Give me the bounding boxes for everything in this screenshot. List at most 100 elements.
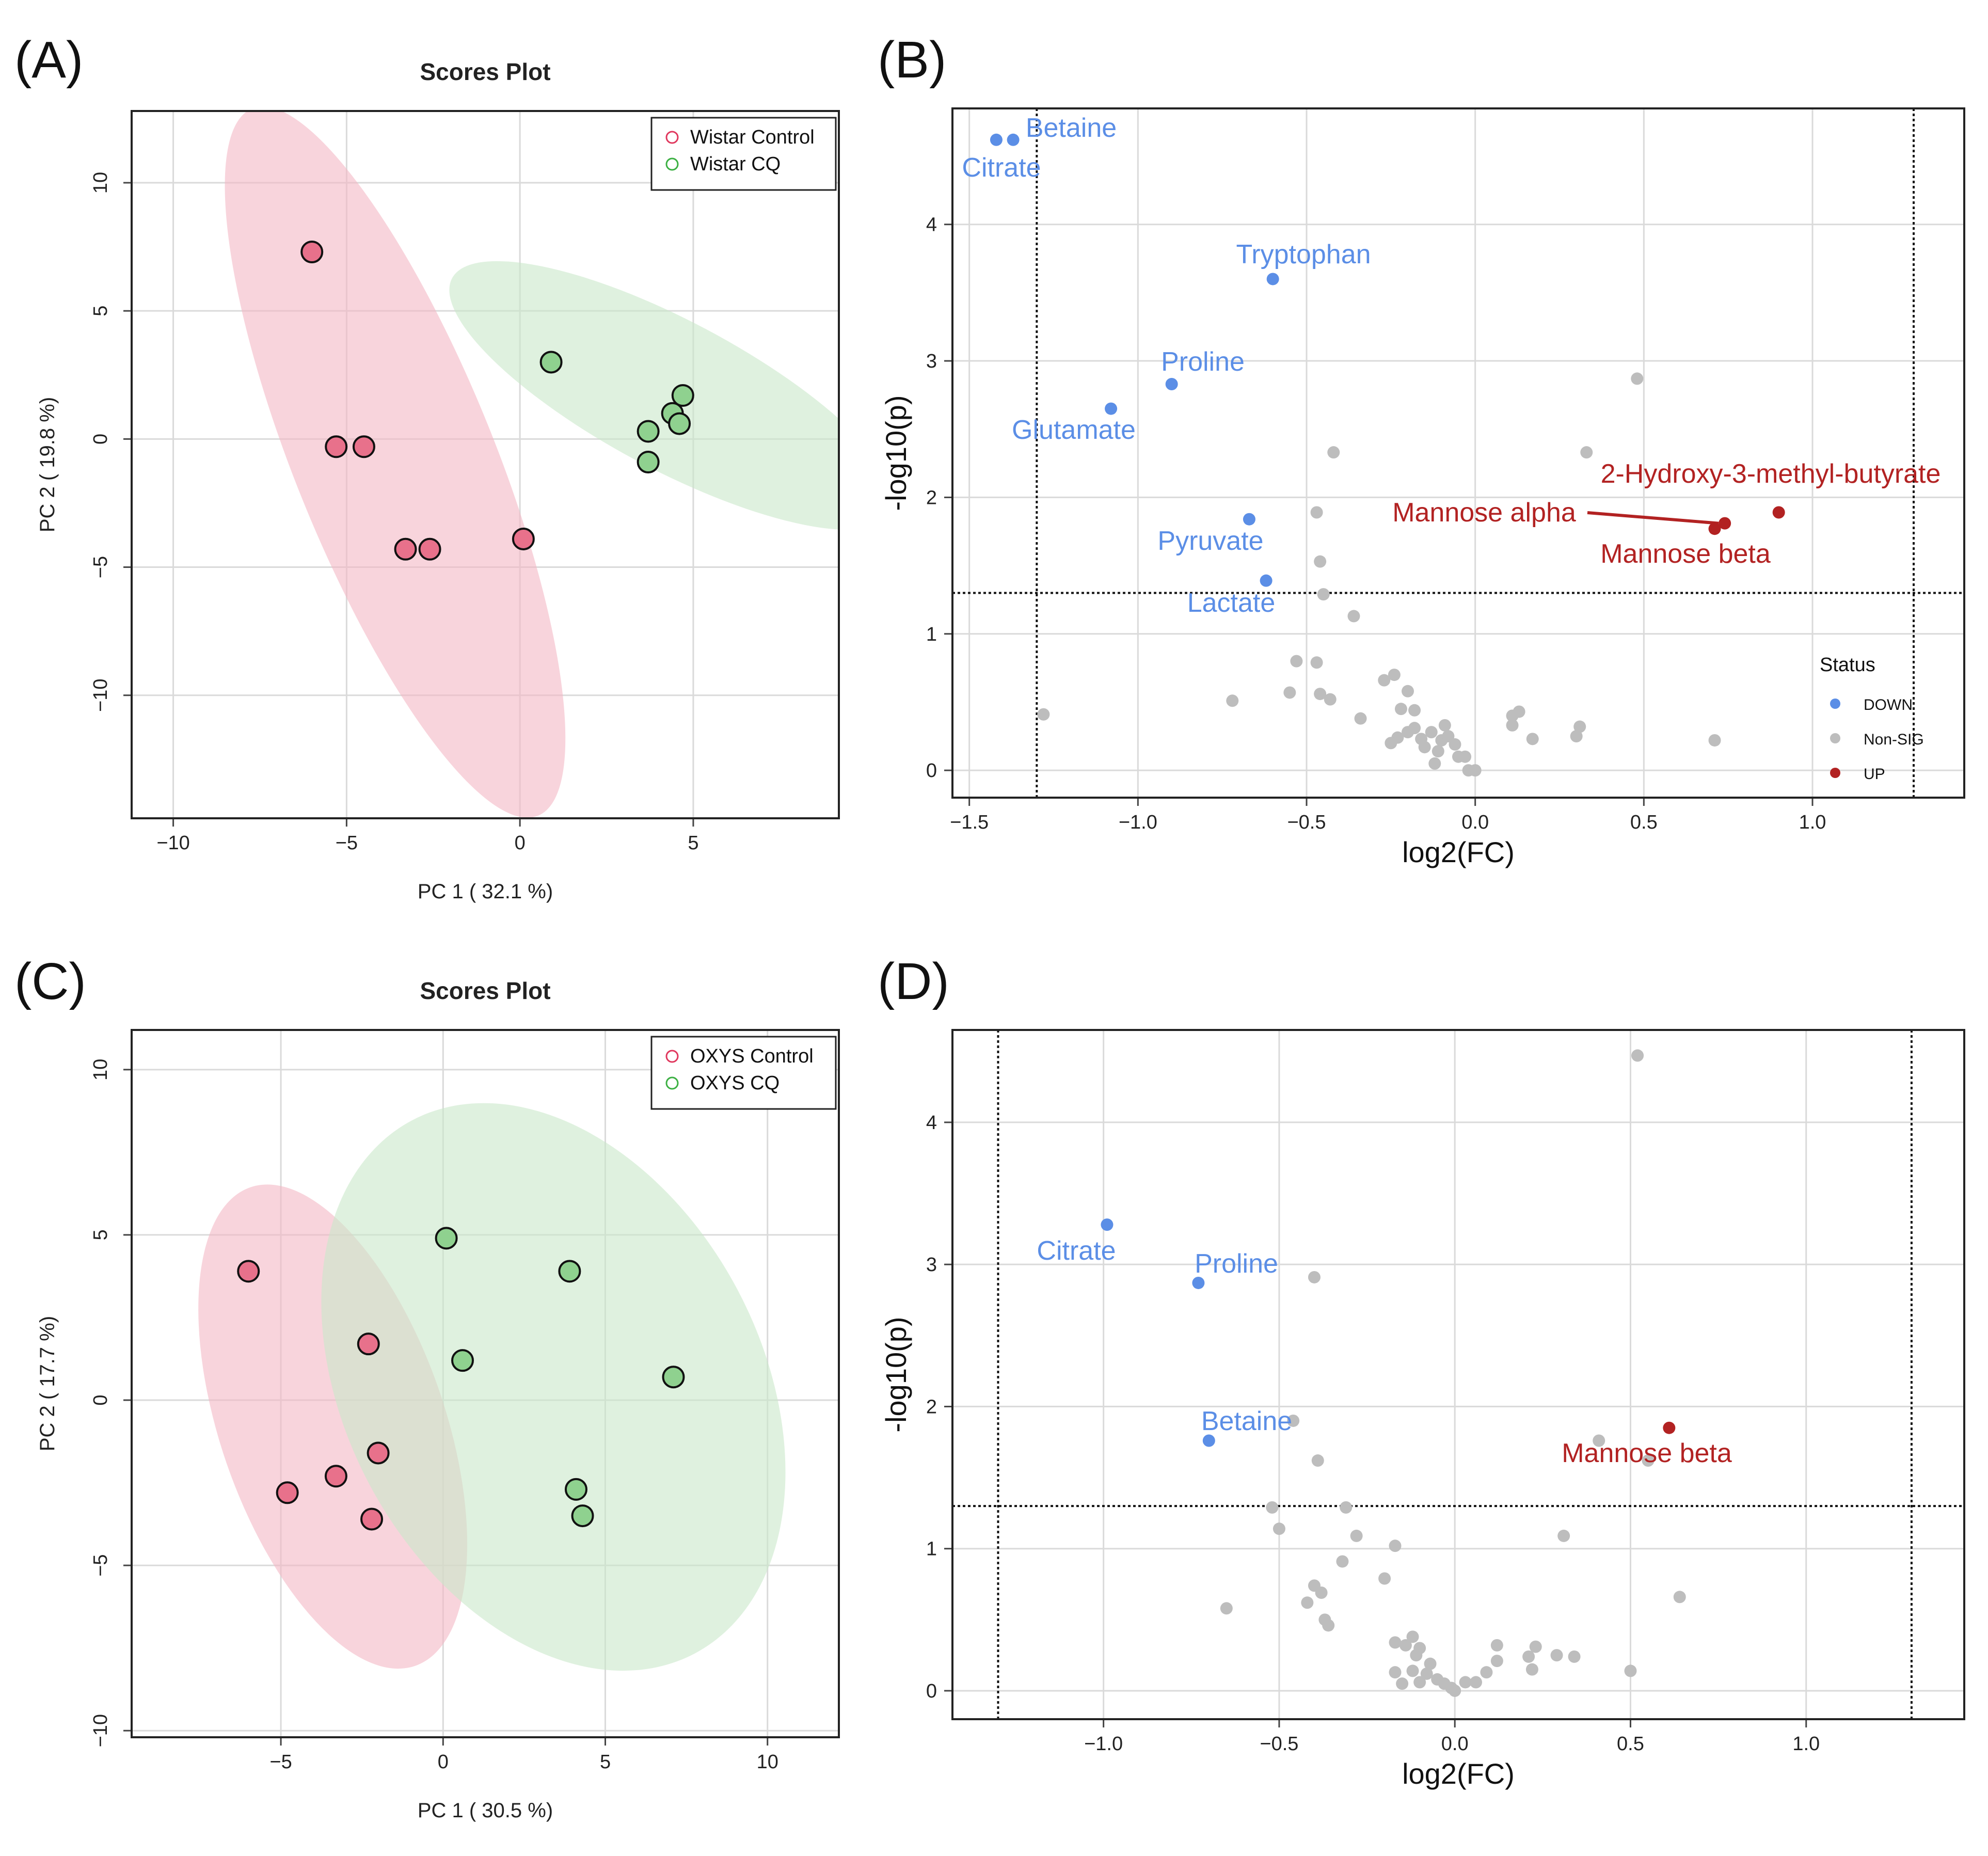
x-tick-label: −1.0 (1084, 1733, 1123, 1755)
legend-label: Non-SIG (1864, 731, 1924, 748)
nonsig-point (1624, 1664, 1637, 1677)
down-point (1260, 574, 1273, 587)
nonsig-point (1315, 1587, 1328, 1599)
y-tick-label: 10 (90, 1059, 112, 1081)
x-tick-label: 10 (757, 1751, 778, 1773)
nonsig-point (1273, 1522, 1285, 1535)
legend-title: Status (1820, 654, 1875, 676)
x-axis-label: log2(FC) (1402, 1757, 1515, 1790)
plot-frame (131, 110, 840, 819)
down-label: Betaine (1026, 113, 1117, 143)
nonsig-point (1408, 704, 1421, 717)
y-axis-label: -log10(p) (880, 1316, 912, 1432)
legend: OXYS Control OXYS CQ (650, 1036, 837, 1110)
x-tick-label: −10 (156, 832, 189, 854)
score-point (539, 351, 563, 374)
nonsig-point (1708, 734, 1721, 747)
y-tick-label: 2 (926, 1396, 937, 1418)
y-tick-label: 4 (926, 214, 937, 236)
nonsig-point (1438, 719, 1451, 732)
nonsig-point (1324, 693, 1337, 706)
up-point (1708, 522, 1721, 535)
legend-marker (1830, 699, 1840, 709)
score-point (671, 384, 694, 407)
nonsig-point (1580, 446, 1593, 459)
plot-area (952, 108, 1964, 798)
legend-label: OXYS Control (690, 1045, 814, 1067)
x-tick-label: 0.5 (1617, 1733, 1644, 1755)
down-label: Lactate (1187, 588, 1276, 618)
nonsig-point (1525, 1663, 1538, 1676)
y-tick-label: 0 (90, 434, 112, 445)
plot-frame (951, 107, 1965, 799)
x-tick-label: 1.0 (1799, 812, 1826, 833)
plot-title: Scores Plot (420, 58, 550, 85)
x-tick-label: −1.5 (950, 812, 989, 833)
legend-box (650, 1036, 837, 1110)
nonsig-point (1347, 610, 1360, 623)
plot-frame (131, 1029, 840, 1738)
pca-panel-2: (C) Scores Plot −5 0 5 10 −10 −5 0 5 10 PC 1 ( 30.5… (14, 953, 840, 1822)
up-label: Mannose beta (1562, 1438, 1732, 1468)
legend-label: Wistar Control (690, 126, 815, 148)
up-point (1719, 517, 1731, 530)
nonsig-point (1593, 1434, 1605, 1447)
down-point (1007, 133, 1020, 146)
nonsig-point (1378, 1572, 1391, 1585)
nonsig-point (1301, 1596, 1314, 1609)
nonsig-point (1557, 1529, 1570, 1542)
plot-title: Scores Plot (420, 977, 550, 1004)
score-point (418, 537, 441, 561)
nonsig-point (1570, 730, 1583, 743)
score-point (394, 537, 417, 561)
nonsig-point (1449, 1684, 1461, 1697)
score-point (325, 435, 348, 458)
x-tick-label: 5 (600, 1751, 611, 1773)
nonsig-point (1340, 1501, 1353, 1514)
legend-marker (665, 157, 679, 171)
x-axis-label: PC 1 ( 30.5 %) (418, 1799, 553, 1822)
nonsig-point (1408, 722, 1421, 735)
nonsig-point (1410, 1649, 1423, 1662)
nonsig-point (1480, 1666, 1493, 1679)
down-point (1105, 402, 1118, 415)
nonsig-point (1642, 1454, 1655, 1467)
x-tick-label: 0.5 (1630, 812, 1658, 833)
nonsig-point (1459, 1676, 1472, 1689)
score-point (357, 1332, 380, 1356)
nonsig-point (1673, 1591, 1686, 1604)
nonsig-point (1399, 1639, 1412, 1652)
nonsig-point (1389, 1540, 1402, 1552)
score-point (512, 527, 535, 550)
legend-box (650, 117, 837, 191)
score-point (558, 1260, 581, 1283)
panel-label: (D) (878, 953, 949, 1010)
nonsig-point (1522, 1650, 1535, 1663)
score-point (637, 420, 660, 443)
x-tick-label: 0.0 (1461, 812, 1489, 833)
volcano-panel-3: (D) −1.0 −0.5 0.0 0.5 1.0 0 1 2 3 4 Citrate Proline B… (878, 953, 1965, 1790)
plot-area (952, 1030, 1964, 1719)
label-connector (1587, 511, 1719, 525)
nonsig-point (1424, 1657, 1437, 1670)
nonsig-point (1631, 1049, 1644, 1062)
nonsig-point (1631, 372, 1644, 385)
score-point (571, 1504, 594, 1528)
nonsig-point (1550, 1649, 1563, 1662)
up-point (1772, 506, 1785, 519)
legend-label: Wistar CQ (690, 153, 781, 175)
nonsig-point (1402, 685, 1414, 697)
nonsig-point (1220, 1602, 1233, 1615)
down-point (1202, 1434, 1215, 1447)
nonsig-point (1322, 1619, 1335, 1632)
pca-panel-0: (A) Scores Plot −10 −5 0 5 −10 −5 0 5 10 PC 1 ( 32.… (14, 31, 840, 903)
down-label: Glutamate (1012, 415, 1136, 445)
nonsig-point (1428, 757, 1441, 770)
down-point (1266, 273, 1279, 285)
down-label: Proline (1161, 347, 1245, 377)
y-tick-label: 0 (90, 1394, 112, 1405)
y-tick-label: 10 (90, 172, 112, 194)
y-axis-label: PC 2 ( 19.8 %) (36, 397, 59, 532)
y-tick-label: 4 (926, 1112, 937, 1134)
